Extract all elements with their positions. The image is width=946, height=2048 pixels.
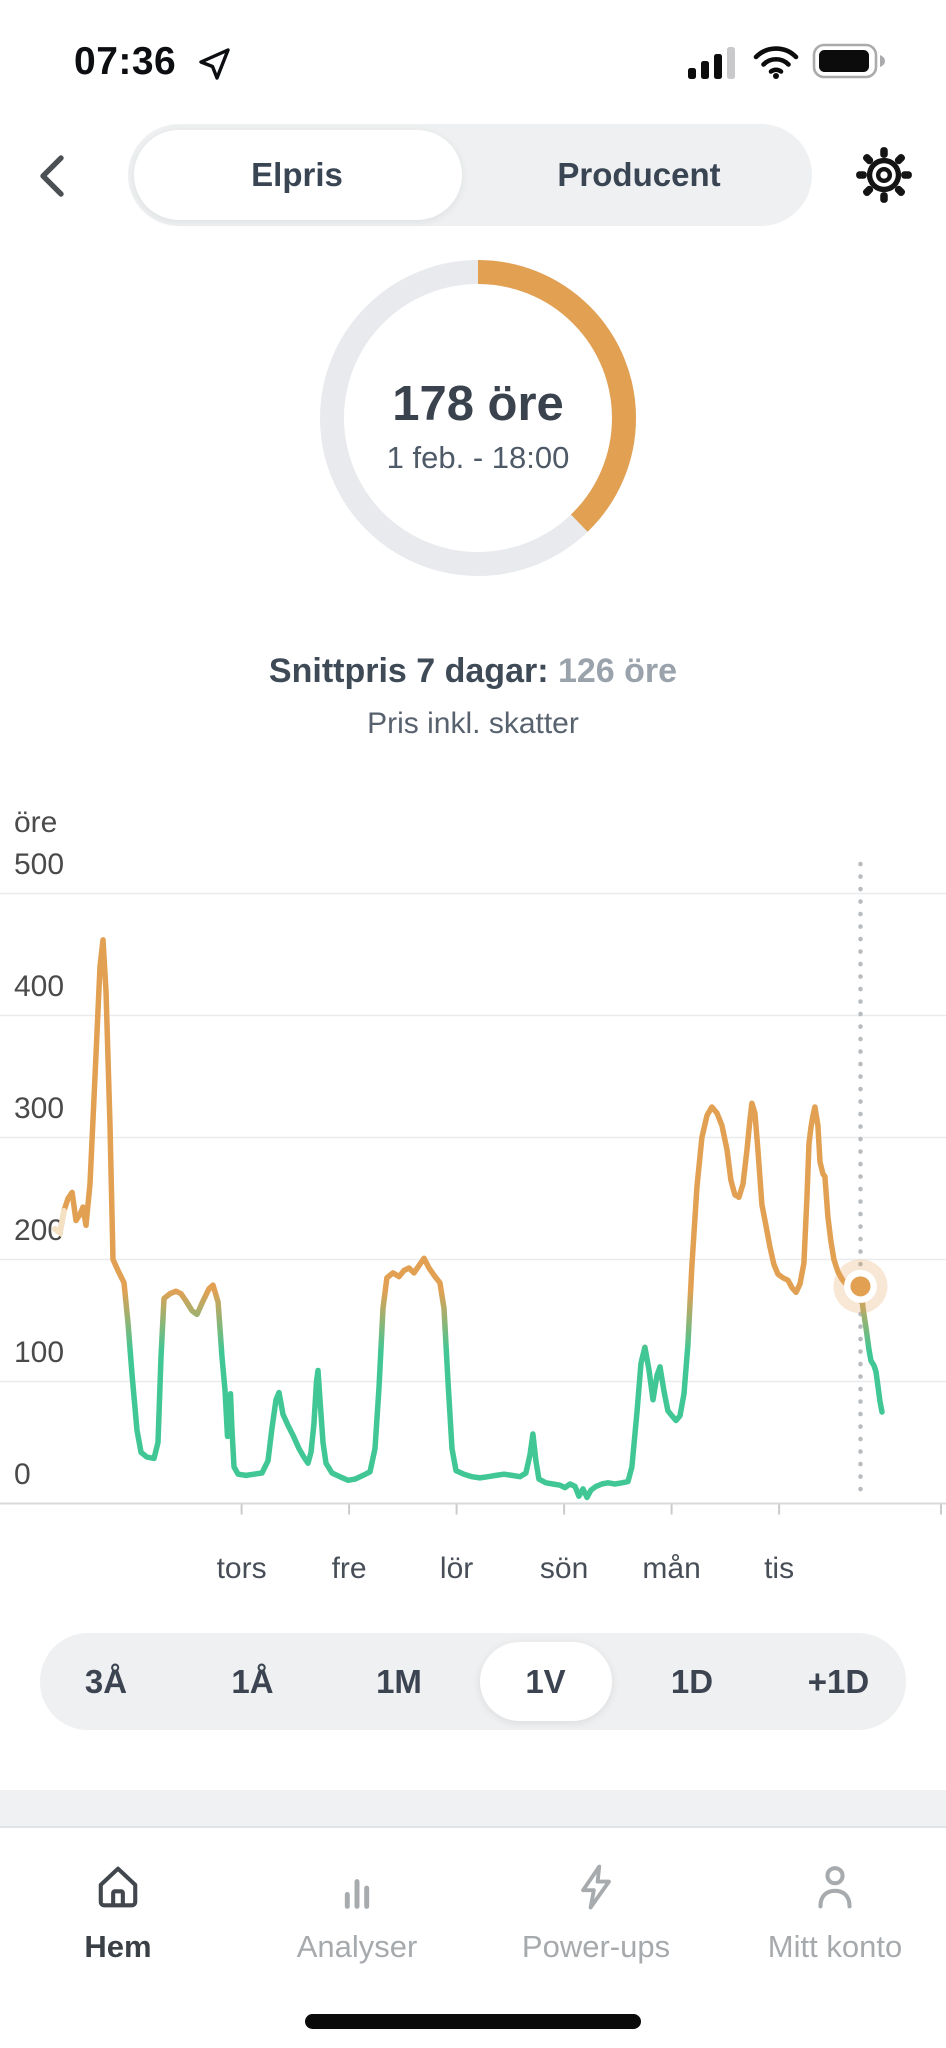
nav-label: Hem: [84, 1929, 152, 1964]
y-axis-label: 500: [14, 847, 65, 881]
average-price-label: Snittpris 7 dagar:: [268, 652, 549, 690]
battery-icon: [812, 43, 885, 79]
home-indicator[interactable]: [305, 2014, 641, 2029]
x-axis-label: tors: [216, 1552, 267, 1585]
tab-producent[interactable]: Producent: [557, 156, 721, 193]
y-axis-label: 0: [14, 1457, 31, 1491]
y-axis-label: 100: [14, 1335, 65, 1369]
range-option-1m[interactable]: 1M: [376, 1662, 422, 1700]
price-line: [52, 937, 885, 1501]
price-line-fade: [52, 1207, 67, 1238]
current-price-value: 178 öre: [392, 377, 564, 431]
y-axis-label: 300: [14, 1091, 65, 1125]
x-axis-label: sön: [539, 1552, 589, 1585]
tax-note: Pris inkl. skatter: [367, 707, 579, 740]
nav-item-analyser[interactable]: Analyser: [247, 1858, 467, 1965]
range-option-+1d[interactable]: +1D: [807, 1662, 870, 1700]
x-axis-label: tis: [764, 1552, 795, 1585]
back-button[interactable]: [28, 148, 76, 204]
nav-label: Analyser: [296, 1929, 418, 1964]
x-axis-label: mån: [642, 1552, 701, 1585]
nav-item-power-ups[interactable]: Power-ups: [486, 1858, 706, 1965]
cellular-signal-icon: [688, 47, 735, 79]
tab-elpris[interactable]: Elpris: [251, 156, 343, 193]
location-arrow-icon: [199, 48, 230, 80]
bar-chart-icon: [329, 1858, 385, 1916]
home-icon: [90, 1858, 146, 1916]
nav-item-hem[interactable]: Hem: [8, 1858, 228, 1965]
bottom-separator-band: [0, 1790, 946, 1828]
status-time: 07:36: [74, 40, 177, 83]
wifi-icon: [753, 46, 799, 79]
range-option-1v[interactable]: 1V: [479, 1642, 612, 1721]
active-segment-pill: [134, 130, 462, 220]
person-icon: [807, 1858, 863, 1916]
price-chart[interactable]: [0, 810, 946, 1610]
x-axis-label: lör: [439, 1552, 474, 1585]
lightning-icon: [568, 1858, 624, 1916]
gauge-progress-arc: [320, 260, 636, 576]
settings-button[interactable]: [854, 145, 914, 205]
time-range-selector: [40, 1633, 906, 1730]
nav-label: Mitt konto: [767, 1929, 903, 1964]
current-price-datetime: 1 feb. - 18:00: [386, 440, 570, 475]
nav-item-mitt-konto[interactable]: Mitt konto: [725, 1858, 945, 1965]
selected-point-marker: [850, 1276, 871, 1297]
average-price-value: 126 öre: [557, 652, 678, 690]
range-option-1å[interactable]: 1Å: [231, 1662, 274, 1700]
range-option-3å[interactable]: 3Å: [84, 1662, 128, 1700]
range-option-1d[interactable]: 1D: [670, 1662, 714, 1700]
average-price-line: Snittpris 7 dagar: 126 öre: [0, 652, 946, 691]
y-axis-label: 400: [14, 969, 65, 1003]
price-gauge: [308, 248, 648, 588]
x-axis-label: fre: [331, 1552, 367, 1585]
chevron-left-icon: [40, 155, 64, 197]
y-axis-unit-label: öre: [14, 806, 58, 839]
nav-label: Power-ups: [521, 1929, 671, 1964]
view-segmented-control: Elpris Producent: [128, 124, 812, 226]
gear-icon: [856, 147, 912, 203]
